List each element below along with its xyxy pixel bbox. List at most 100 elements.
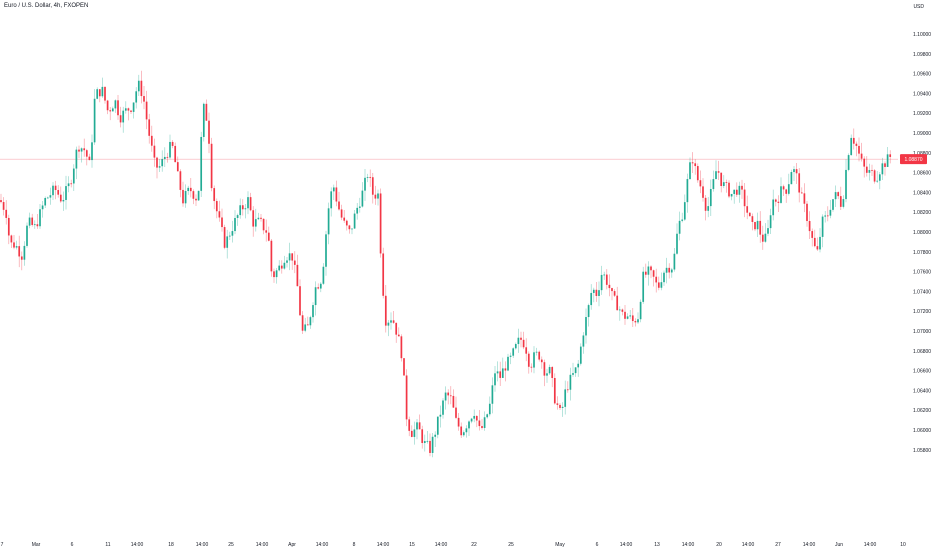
candle	[533, 346, 535, 374]
candle-body	[585, 317, 587, 336]
candle-body	[111, 108, 114, 112]
candle	[54, 180, 57, 200]
candle-body	[429, 440, 431, 453]
candle	[663, 270, 665, 286]
candle	[520, 331, 522, 348]
price-tick-label: 1.07400	[913, 289, 931, 295]
candle	[221, 208, 223, 232]
candle	[343, 209, 346, 223]
candle-body	[31, 217, 34, 225]
candle	[257, 212, 260, 221]
time-tick-label: 14:00	[196, 542, 209, 548]
candle-body	[444, 392, 447, 401]
candle	[20, 251, 23, 271]
candle	[78, 145, 80, 159]
candle	[46, 196, 49, 199]
candle	[0, 193, 2, 204]
time-tick-label: 14:00	[682, 542, 695, 548]
candle-body	[416, 422, 418, 430]
candle-body	[52, 185, 54, 196]
time-tick-label: 14:00	[620, 542, 633, 548]
price-tick-label: 1.09200	[913, 111, 931, 117]
time-tick-label: Apr	[288, 542, 296, 548]
time-tick-label: 22	[471, 542, 477, 548]
candle-body	[548, 367, 551, 374]
candle-body	[465, 428, 468, 433]
candle	[577, 359, 580, 377]
candle-body	[267, 232, 270, 241]
candle	[39, 204, 41, 229]
candle-body	[751, 216, 754, 222]
candle	[790, 169, 793, 185]
candle	[566, 381, 569, 393]
candle	[33, 220, 36, 229]
candle-body	[275, 270, 278, 278]
candle-body	[798, 173, 801, 193]
candle-body	[634, 321, 637, 323]
time-tick-label: 6	[596, 542, 599, 548]
candle	[465, 425, 468, 438]
candle	[759, 211, 762, 243]
candle-body	[494, 373, 496, 386]
candle	[569, 367, 572, 401]
candle-body	[174, 145, 177, 163]
candle-body	[553, 377, 556, 404]
candle-body	[187, 187, 190, 192]
candle	[517, 328, 520, 353]
candle	[793, 166, 795, 181]
candle	[611, 287, 613, 301]
candle-body	[252, 210, 255, 227]
candle	[478, 409, 481, 431]
candle-body	[93, 98, 96, 143]
candle	[852, 128, 855, 150]
candle-body	[387, 322, 390, 326]
candle	[179, 169, 182, 198]
candle-body	[780, 186, 782, 203]
candle	[486, 413, 489, 419]
candle-body	[712, 179, 715, 190]
candle-body	[257, 217, 260, 220]
candle	[299, 279, 301, 316]
candle-body	[564, 389, 567, 407]
candle-body	[57, 190, 60, 195]
candle-body	[202, 103, 205, 137]
candle-body	[171, 141, 174, 146]
candle-body	[673, 253, 676, 270]
candle-body	[501, 368, 504, 378]
candle-body	[468, 421, 470, 429]
candle-body	[868, 169, 871, 173]
candle-body	[2, 202, 5, 210]
time-tick-label: 14:00	[864, 542, 877, 548]
time-axis[interactable]: 7 Mar 6 11 14:00 18 14:00 25 14:00 Apr 14:00 8 14:00…	[1, 542, 906, 548]
candle	[156, 156, 158, 179]
candle-body	[273, 271, 275, 278]
price-tick-label: 1.08800	[913, 151, 931, 157]
candle	[782, 184, 785, 197]
candle-body	[512, 348, 515, 356]
candle-body	[572, 373, 574, 375]
candle	[613, 289, 616, 298]
candle-body	[871, 169, 873, 171]
candle-body	[787, 184, 790, 194]
candle	[145, 90, 148, 130]
candle-body	[78, 149, 80, 152]
candle	[806, 201, 808, 227]
candle	[96, 87, 99, 100]
candle-body	[241, 205, 244, 210]
candle	[512, 347, 515, 359]
price-tick-label: 1.08000	[913, 230, 931, 236]
candle	[751, 213, 754, 231]
candle	[174, 142, 177, 163]
candle	[280, 260, 283, 274]
candle-body	[408, 419, 411, 431]
candle-body	[218, 211, 221, 218]
candle-body	[304, 324, 307, 331]
candle	[83, 138, 86, 157]
candle-body	[309, 317, 312, 326]
price-axis[interactable]: 1.10000 1.09800 1.09600 1.09400 1.09200 1.090…	[913, 32, 931, 454]
candle-body	[527, 353, 530, 367]
candle-body	[587, 305, 590, 318]
candle	[377, 189, 379, 206]
candle	[176, 156, 179, 172]
